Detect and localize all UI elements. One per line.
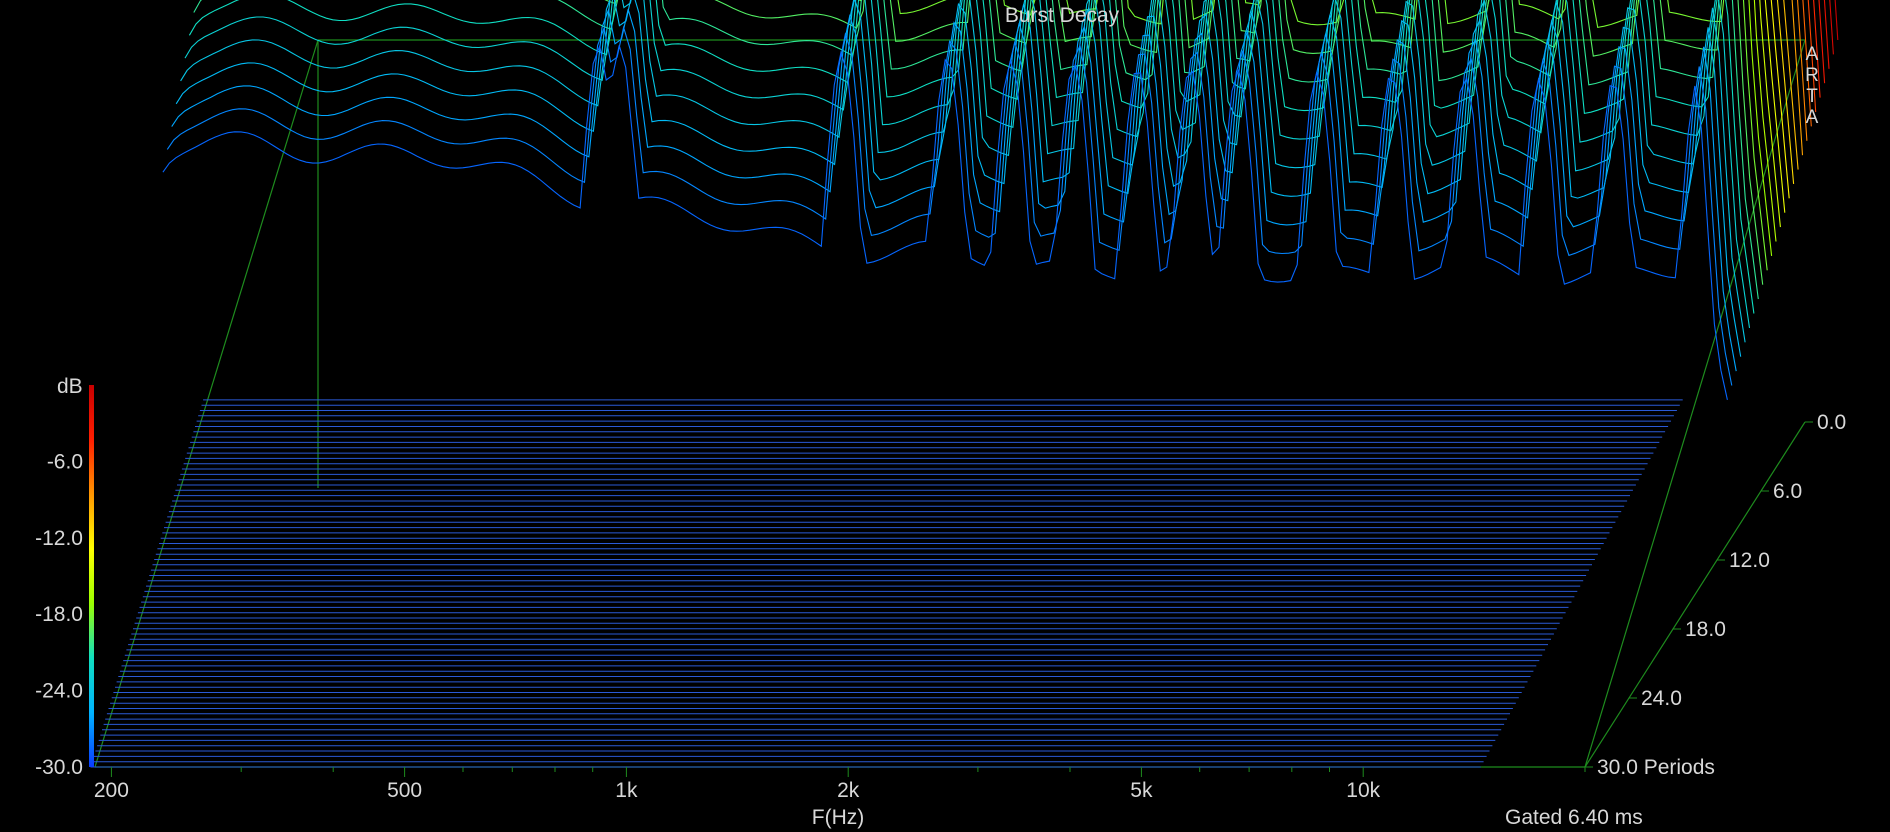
db-axis-title: dB (57, 375, 83, 398)
depth-tick-label: 18.0 (1685, 618, 1726, 641)
decay-trace (184, 0, 1751, 328)
x-tick-label: 5k (1130, 779, 1153, 802)
decay-trace (188, 0, 1755, 314)
depth-tick-label: 12.0 (1729, 549, 1770, 572)
depth-tick-label: 30.0 Periods (1597, 756, 1715, 779)
periods-axis-line (1584, 421, 1806, 768)
db-tick-label: -12.0 (35, 527, 83, 550)
db-tick-label: -24.0 (35, 680, 83, 703)
plot-frame (94, 39, 1806, 768)
decay-trace (162, 43, 1728, 401)
frequency-axis: 200 500 1k 2k 5k 10k (94, 767, 1586, 802)
x-axis-title: F(Hz) (812, 806, 864, 829)
db-tick-label: -18.0 (35, 603, 83, 626)
x-tick-label: 200 (94, 779, 129, 802)
x-tick-label: 1k (615, 779, 638, 802)
db-color-bar (89, 385, 94, 767)
waterfall-traces (162, 0, 1839, 401)
decay-trace (175, 0, 1742, 357)
brand-letter: T (1806, 86, 1818, 107)
depth-tick-label: 0.0 (1817, 411, 1846, 434)
decay-trace (166, 25, 1733, 386)
decay-trace (180, 0, 1746, 343)
waterfall-floor (90, 399, 1683, 768)
chart-title: Burst Decay (1005, 4, 1120, 27)
x-tick-label: 2k (837, 779, 860, 802)
x-tick-label: 10k (1346, 779, 1380, 802)
periods-axis: 0.0 6.0 12.0 18.0 24.0 30.0 Periods (1584, 411, 1846, 779)
db-color-scale: -6.0 -12.0 -18.0 -24.0 -30.0 (35, 385, 94, 779)
db-tick-label: -6.0 (47, 450, 83, 473)
depth-tick-label: 24.0 (1641, 687, 1682, 710)
decay-trace (171, 7, 1737, 372)
brand-letter: A (1806, 107, 1819, 128)
x-tick-label: 500 (387, 779, 422, 802)
decay-trace (604, 0, 1764, 285)
db-tick-label: -30.0 (35, 756, 83, 779)
brand-letter: A (1806, 44, 1819, 65)
brand-letter: R (1805, 65, 1819, 86)
depth-tick-label: 6.0 (1773, 480, 1802, 503)
gate-label: Gated 6.40 ms (1505, 806, 1643, 829)
decay-trace (193, 0, 1759, 300)
